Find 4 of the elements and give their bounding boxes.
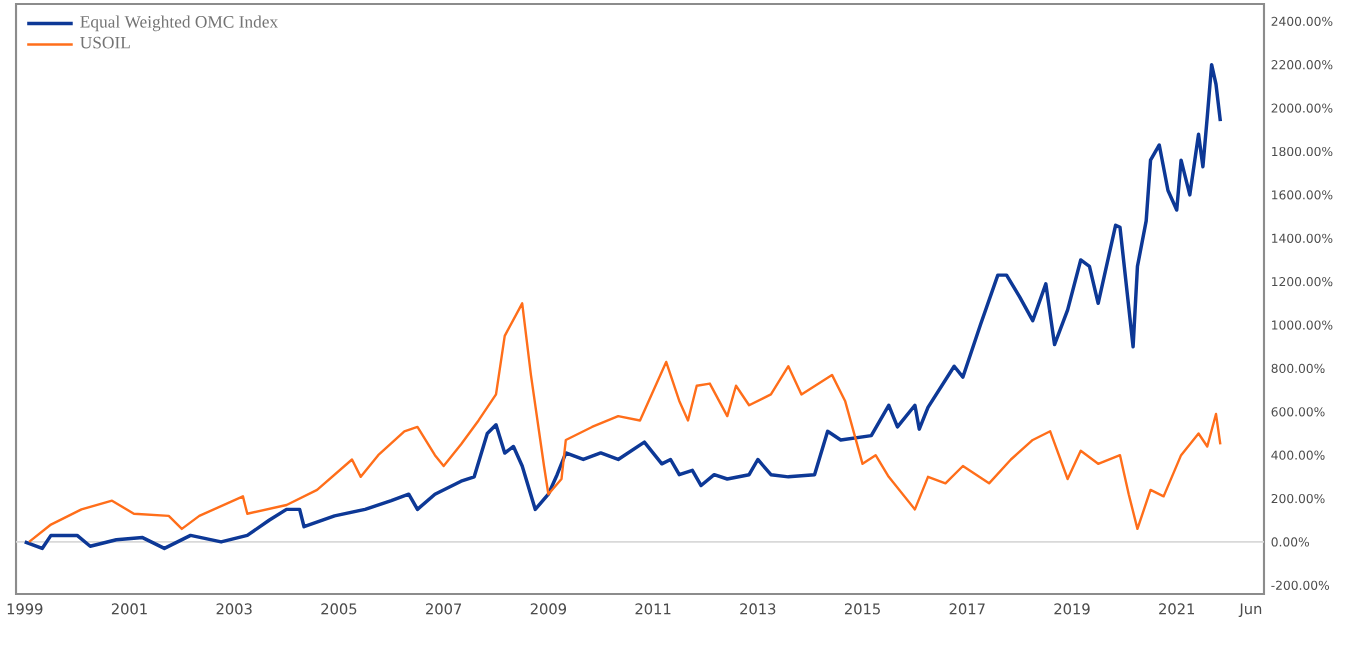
line-series	[27, 302, 1222, 544]
legend-label: Equal Weighted OMC Index	[80, 15, 278, 32]
legend-label: USOIL	[80, 36, 130, 49]
line-series	[23, 62, 1223, 551]
